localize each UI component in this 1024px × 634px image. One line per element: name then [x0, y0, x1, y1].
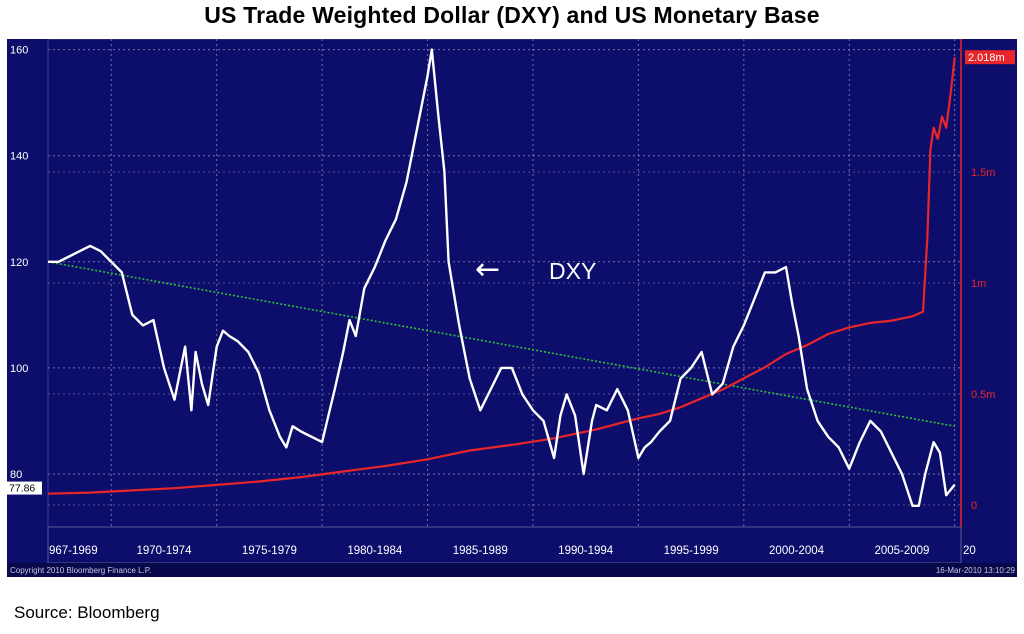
x-tick-label: 20	[963, 545, 976, 557]
dxy-series	[48, 48, 956, 507]
right-tick-label: 1.5m	[971, 167, 995, 179]
chart-title: US Trade Weighted Dollar (DXY) and US Mo…	[204, 2, 820, 28]
annotation-dxy-label: DXY	[549, 258, 596, 284]
left-tick-label: 120	[10, 257, 28, 269]
trend-line-path	[47, 261, 955, 427]
monetary-base-line	[47, 57, 956, 495]
source-note: Source: Bloomberg	[14, 603, 160, 622]
right-tick-label: 1m	[971, 278, 986, 290]
dxy-last-value-box	[7, 481, 42, 495]
right-tick-label: 0	[971, 500, 977, 512]
annotation-arrow: ←	[475, 252, 500, 287]
left-tick-label: 100	[10, 363, 28, 375]
footer-bar	[7, 563, 1017, 577]
mb-last-value-label: 2.018m	[968, 52, 1005, 64]
x-tick-label: 1975-1979	[242, 545, 297, 557]
right-axis-ticks: 0 0.5m 1m 1.5m	[960, 39, 995, 527]
last-value-labels: 77.86 2.018m	[7, 50, 1015, 495]
left-tick-label: 160	[10, 45, 28, 57]
bloomberg-chart: 80 100 120 140 160 0 0.5m 1m 1.5m 967-1969 1970-…	[7, 39, 1017, 577]
dxy-last-value-label: 77.86	[9, 483, 35, 495]
x-tick-label: 1995-1999	[664, 545, 719, 557]
trend-line	[47, 261, 955, 427]
x-tick-label: 1990-1994	[558, 545, 614, 557]
monetary-base-series	[47, 57, 956, 495]
x-tick-label: 1980-1984	[347, 545, 403, 557]
x-tick-label: 2005-2009	[874, 545, 929, 557]
timestamp-text: 16-Mar-2010 13:10:29	[936, 566, 1016, 575]
mb-last-value-box	[965, 50, 1015, 65]
x-tick-label: 2000-2004	[769, 545, 825, 557]
x-tick-label: 967-1969	[49, 545, 98, 557]
x-tick-label: 1970-1974	[136, 545, 192, 557]
left-axis-ticks: 80 100 120 140 160	[10, 45, 28, 481]
left-tick-label: 80	[10, 469, 22, 481]
left-tick-label: 140	[10, 151, 28, 163]
copyright-text: Copyright 2010 Bloomberg Finance L.P.	[10, 566, 151, 575]
x-tick-label: 1985-1989	[453, 545, 508, 557]
x-axis-ticks: 967-1969 1970-1974 1975-1979 1980-1984 1985-…	[49, 545, 976, 557]
dxy-line	[48, 48, 956, 507]
right-tick-label: 0.5m	[971, 389, 995, 401]
